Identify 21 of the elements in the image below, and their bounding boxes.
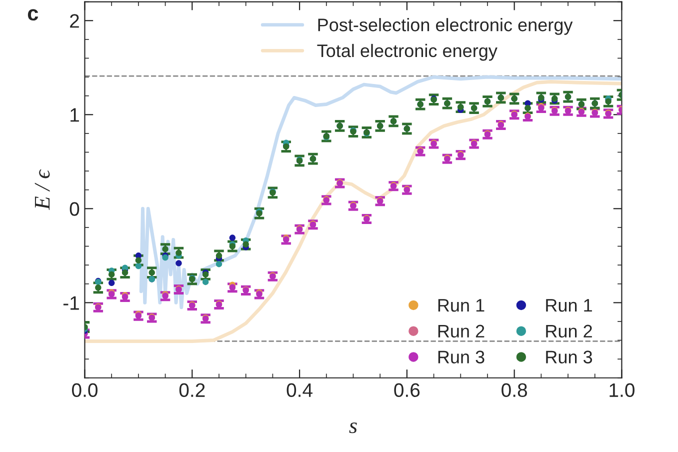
legend-label: Run 3 <box>438 350 484 364</box>
y-tick-label: 0 <box>70 202 80 216</box>
y-tick-label: -1 <box>63 296 79 310</box>
legend-label: Total electronic energy <box>317 44 498 61</box>
x-tick-label: 0.0 <box>72 383 98 398</box>
x-tick-label: 0.4 <box>286 383 312 398</box>
legend-label: Run 1 <box>438 299 484 312</box>
chart-title: c <box>28 9 38 21</box>
x-tick-label: 0.2 <box>179 383 205 398</box>
legend-label: Run 2 <box>546 324 592 338</box>
legend-label: Run 3 <box>546 350 592 364</box>
x-tick-label: 1.0 <box>610 383 634 398</box>
legend-label: Post-selection electronic energy <box>318 18 573 35</box>
legend-label: Run 1 <box>546 299 592 312</box>
y-tick-label: 2 <box>70 14 79 28</box>
y-axis-title: E / ϵ <box>34 169 50 210</box>
legend-label: Run 2 <box>438 324 484 338</box>
x-axis-title: s <box>349 422 357 434</box>
y-tick-label: 1 <box>70 108 79 122</box>
x-tick-label: 0.8 <box>502 383 527 398</box>
x-tick-label: 0.6 <box>394 383 420 398</box>
